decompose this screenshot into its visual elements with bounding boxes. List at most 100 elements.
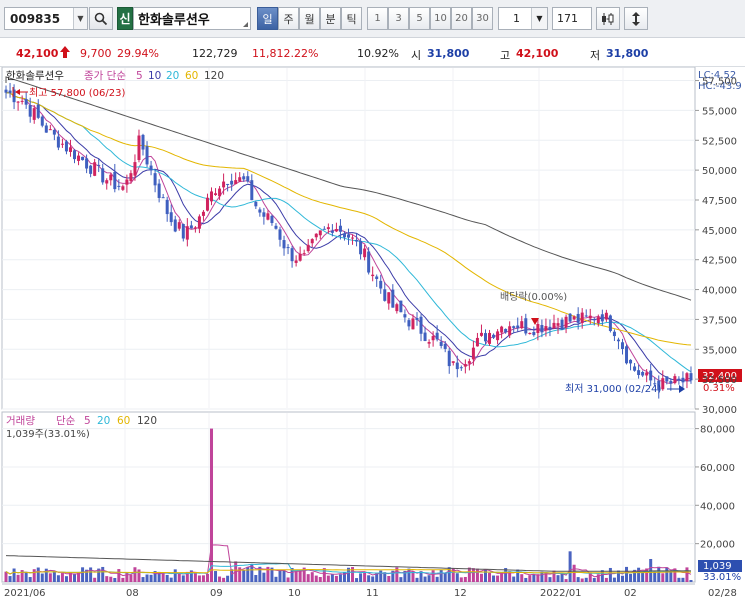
vertical-arrows-button[interactable] <box>624 7 648 30</box>
candle-body <box>669 380 673 384</box>
volume-bar <box>564 579 568 582</box>
chart-toolbar: 009835 ▼ 신 한화솔루션우 일 주 월 분 틱 1 3 5 10 20 … <box>0 0 745 38</box>
volume-bar <box>246 566 250 582</box>
volume-bar <box>334 575 338 582</box>
interval-1-button[interactable]: 1 <box>367 7 388 30</box>
candle-body <box>105 180 109 184</box>
candle-body <box>234 180 238 185</box>
volume-bar <box>89 567 93 582</box>
candle-body <box>544 326 548 331</box>
volume-bar <box>161 572 165 582</box>
period-day-button[interactable]: 일 <box>257 7 278 30</box>
candle-body <box>262 212 266 217</box>
volume-bar <box>133 567 137 582</box>
volume-bar <box>125 572 129 582</box>
volume-bar <box>689 580 693 582</box>
volume-bar <box>508 571 512 582</box>
interval-3-button[interactable]: 3 <box>388 7 409 30</box>
stock-chart[interactable]: 한화솔루션우 종가 단순 5 10 20 60 120 LC:4.52 HC:-… <box>0 66 745 603</box>
price-ma-5: 5 <box>136 70 143 82</box>
bar-count-input[interactable]: 171 <box>552 7 592 30</box>
candle-body <box>411 318 415 330</box>
volume-bar <box>262 572 266 582</box>
candle-body <box>44 125 48 133</box>
code-dropdown-icon[interactable]: ▼ <box>73 8 87 29</box>
candle-body <box>121 186 125 190</box>
candle-body <box>371 274 375 277</box>
volume-bar <box>52 571 56 582</box>
min-arrow-icon <box>679 385 685 393</box>
candle-body <box>310 239 314 244</box>
volume-bar <box>286 577 290 582</box>
candle-body <box>145 146 149 165</box>
volume-bar <box>85 569 89 582</box>
interval-10-button[interactable]: 10 <box>430 7 451 30</box>
interval-20-button[interactable]: 20 <box>451 7 472 30</box>
volume-bar <box>620 575 624 582</box>
x-label-12: 12 <box>454 588 467 599</box>
stock-code-input[interactable]: 009835 ▼ <box>4 7 88 30</box>
volume-bar <box>250 564 254 582</box>
volume-bar <box>359 573 363 582</box>
period-month-button[interactable]: 월 <box>299 7 320 30</box>
volume-bar <box>137 569 141 582</box>
volume-panel-frame <box>1 411 696 583</box>
candle-body <box>451 361 455 363</box>
volume-bar <box>322 568 326 582</box>
candle-body <box>633 366 637 371</box>
x-label-11: 11 <box>366 588 379 599</box>
candle-body <box>93 162 97 176</box>
stock-name-field[interactable]: 한화솔루션우 <box>133 7 251 30</box>
volume-bar <box>407 568 411 582</box>
volume-bar <box>657 566 661 582</box>
volume-bar <box>633 569 637 582</box>
x-label-02: 02 <box>624 588 637 599</box>
price-ma-120: 120 <box>204 70 224 82</box>
volume-bar <box>93 577 97 582</box>
candle-body <box>294 260 298 263</box>
search-button[interactable] <box>89 7 113 30</box>
candle-body <box>226 183 230 185</box>
candle-body <box>109 174 113 181</box>
interval-30-button[interactable]: 30 <box>472 7 493 30</box>
candle-body <box>455 362 459 370</box>
volume-bar <box>145 574 149 582</box>
volume-bar <box>254 575 258 582</box>
count-select[interactable]: 1 ▼ <box>498 7 548 30</box>
candle-settings-button[interactable] <box>596 7 620 30</box>
candle-body <box>359 240 363 255</box>
candle-body <box>471 347 475 360</box>
volume-bar <box>153 571 157 582</box>
volume-bar <box>8 576 12 582</box>
period-week-button[interactable]: 주 <box>278 7 299 30</box>
candle-body <box>12 89 16 103</box>
count-dropdown-icon[interactable]: ▼ <box>531 8 547 29</box>
volume-bar <box>520 574 524 582</box>
volume-bar <box>302 567 306 582</box>
price-ma-label: 종가 단순 <box>84 70 126 82</box>
volume-bar <box>97 568 101 582</box>
candle-body <box>242 176 246 180</box>
period-tick-button[interactable]: 틱 <box>341 7 362 30</box>
volume-bar <box>282 570 286 582</box>
candle-body <box>129 173 133 182</box>
volume-bar <box>524 577 528 582</box>
price-tick-label: 35,000 <box>702 345 737 356</box>
volume-bar <box>544 572 548 582</box>
volume-ma-label: 단순 <box>56 415 76 427</box>
candle-body <box>330 230 334 233</box>
volume-tick-label: 40,000 <box>700 501 735 512</box>
volume-bar <box>419 571 423 582</box>
volume-bar <box>383 572 387 582</box>
volume-bar <box>60 573 64 582</box>
volume-bar <box>576 577 580 582</box>
quote-strip: 42,100 9,700 29.94% 122,729 11,812.22% 1… <box>0 39 745 67</box>
chart-canvas[interactable]: 한화솔루션우 종가 단순 5 10 20 60 120 LC:4.52 HC:-… <box>0 66 745 603</box>
price-ma-10: 10 <box>148 70 161 82</box>
candle-body <box>447 350 451 367</box>
candle-body <box>431 336 435 341</box>
candle-body <box>201 211 205 216</box>
candle-body <box>254 201 258 207</box>
period-minute-button[interactable]: 분 <box>320 7 341 30</box>
interval-5-button[interactable]: 5 <box>409 7 430 30</box>
